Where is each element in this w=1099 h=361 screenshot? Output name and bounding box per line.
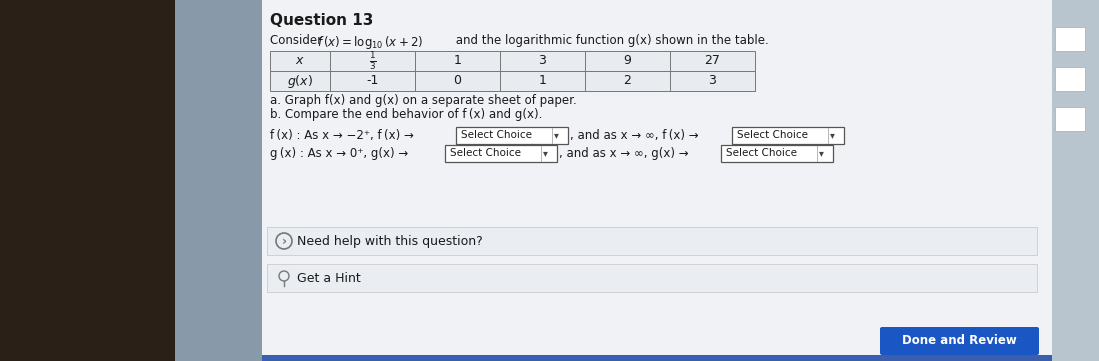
Text: Select Choice: Select Choice [449, 148, 521, 158]
Text: ▾: ▾ [554, 130, 559, 140]
Text: f (x) : As x → −2⁺, f (x) →: f (x) : As x → −2⁺, f (x) → [270, 129, 414, 142]
FancyBboxPatch shape [880, 327, 1039, 355]
Text: Consider: Consider [270, 34, 326, 47]
Text: ▾: ▾ [543, 148, 548, 158]
Bar [1055, 27, 1085, 51]
Bar [445, 144, 557, 161]
Text: Done and Review: Done and Review [901, 335, 1017, 348]
Text: Get a Hint: Get a Hint [297, 271, 360, 284]
Text: $x$: $x$ [296, 55, 304, 68]
Text: ›: › [281, 235, 287, 248]
Text: ▾: ▾ [819, 148, 824, 158]
Bar [267, 227, 1037, 255]
Bar [732, 126, 844, 144]
Text: 3: 3 [539, 55, 546, 68]
Bar [267, 264, 1037, 292]
Bar [1055, 67, 1085, 91]
Text: Select Choice: Select Choice [460, 130, 532, 140]
Text: 27: 27 [704, 55, 721, 68]
Text: -1: -1 [366, 74, 379, 87]
Bar [262, 0, 1052, 361]
Text: Select Choice: Select Choice [737, 130, 808, 140]
Text: b. Compare the end behavior of f (x) and g(x).: b. Compare the end behavior of f (x) and… [270, 108, 543, 121]
Text: g (x) : As x → 0⁺, g(x) →: g (x) : As x → 0⁺, g(x) → [270, 147, 408, 160]
Text: Need help with this question?: Need help with this question? [297, 235, 482, 248]
Text: 3: 3 [709, 74, 717, 87]
Bar [0, 0, 175, 361]
Text: Select Choice: Select Choice [726, 148, 797, 158]
Text: and the logarithmic function g(x) shown in the table.: and the logarithmic function g(x) shown … [452, 34, 768, 47]
Text: $f\,(x) = \log_{10}(x + 2)$: $f\,(x) = \log_{10}(x + 2)$ [317, 34, 423, 51]
Bar [1052, 0, 1099, 361]
Text: ▾: ▾ [830, 130, 835, 140]
Text: 2: 2 [623, 74, 632, 87]
Bar [262, 355, 1052, 361]
Text: $g(x)$: $g(x)$ [287, 73, 313, 90]
Bar [175, 0, 265, 361]
Text: $\frac{1}{3}$: $\frac{1}{3}$ [369, 50, 376, 72]
Bar [270, 51, 755, 91]
Text: , and as x → ∞, f (x) →: , and as x → ∞, f (x) → [570, 129, 699, 142]
Text: 1: 1 [539, 74, 546, 87]
Bar [721, 144, 833, 161]
Text: , and as x → ∞, g(x) →: , and as x → ∞, g(x) → [559, 147, 689, 160]
Bar [456, 126, 568, 144]
Bar [1055, 107, 1085, 131]
Text: 0: 0 [454, 74, 462, 87]
Text: 1: 1 [454, 55, 462, 68]
Text: Question 13: Question 13 [270, 13, 374, 28]
Text: a. Graph f(x) and g(x) on a separate sheet of paper.: a. Graph f(x) and g(x) on a separate she… [270, 94, 577, 107]
Text: 9: 9 [623, 55, 632, 68]
